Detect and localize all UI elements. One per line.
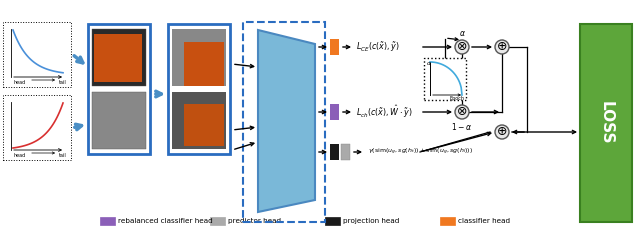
Bar	[168, 24, 230, 154]
Text: $\otimes$: $\otimes$	[456, 40, 468, 53]
Text: $1-\alpha$: $1-\alpha$	[451, 121, 472, 132]
Text: $\alpha$: $\alpha$	[458, 29, 465, 38]
Text: $\alpha$: $\alpha$	[426, 60, 432, 67]
Bar	[243, 22, 325, 222]
Text: tail: tail	[59, 80, 67, 85]
Bar	[88, 24, 150, 154]
Text: head: head	[13, 80, 25, 85]
Text: head: head	[13, 153, 25, 158]
Text: predictor head: predictor head	[228, 218, 281, 224]
Bar	[92, 29, 146, 86]
Text: classifier head: classifier head	[458, 218, 510, 224]
Bar	[100, 217, 115, 225]
Bar	[580, 24, 632, 222]
Bar	[92, 92, 146, 149]
Bar	[330, 39, 339, 55]
Bar	[210, 217, 225, 225]
Text: $L_{ch}(c(\tilde{x}),\hat{W}\cdot\tilde{y})$: $L_{ch}(c(\tilde{x}),\hat{W}\cdot\tilde{…	[356, 104, 413, 120]
Text: $\gamma(\mathrm{sim}(u_g,sg(h_t))+\mathrm{sim}(u_g,sg(h_l)))$: $\gamma(\mathrm{sim}(u_g,sg(h_t))+\mathr…	[368, 147, 473, 157]
Text: $\otimes$: $\otimes$	[456, 105, 468, 118]
Bar	[172, 29, 226, 86]
Bar	[330, 104, 339, 120]
Text: $L_{CE}(c(\tilde{x}),\tilde{y})$: $L_{CE}(c(\tilde{x}),\tilde{y})$	[356, 40, 400, 54]
Bar	[325, 217, 340, 225]
Text: $\oplus$: $\oplus$	[497, 125, 508, 138]
Bar	[184, 104, 224, 146]
Bar	[3, 95, 71, 160]
Circle shape	[495, 125, 509, 139]
Text: $\oplus$: $\oplus$	[497, 40, 508, 53]
Text: projection head: projection head	[343, 218, 399, 224]
Text: Epoch: Epoch	[450, 96, 465, 101]
Circle shape	[455, 105, 469, 119]
Bar	[440, 217, 455, 225]
Text: tail: tail	[59, 153, 67, 158]
Bar	[3, 22, 71, 87]
Bar	[94, 34, 142, 82]
Bar	[424, 58, 466, 100]
Text: LOSS: LOSS	[598, 101, 614, 145]
Bar	[330, 144, 339, 160]
Polygon shape	[258, 30, 315, 212]
Bar	[172, 92, 226, 149]
Circle shape	[455, 40, 469, 54]
Text: rebalanced classifier head: rebalanced classifier head	[118, 218, 212, 224]
Bar	[184, 42, 224, 86]
Bar	[341, 144, 350, 160]
Circle shape	[495, 40, 509, 54]
